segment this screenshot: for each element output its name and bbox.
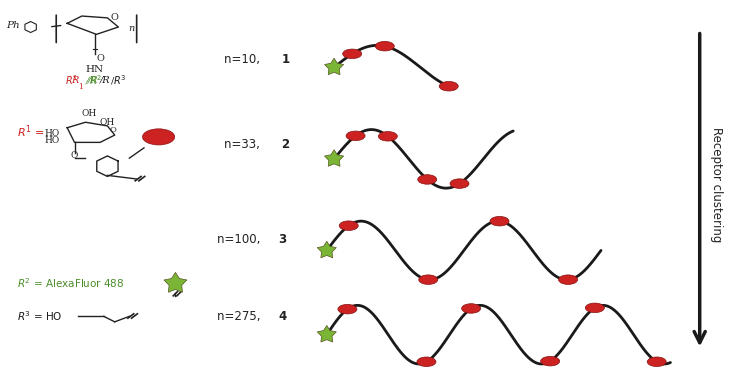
Text: $R^1$ =: $R^1$ = — [18, 123, 45, 140]
Text: 4: 4 — [278, 310, 287, 323]
Text: $R^1$: $R^1$ — [65, 73, 78, 87]
Text: OH: OH — [100, 118, 115, 127]
Circle shape — [559, 275, 578, 284]
Circle shape — [585, 303, 604, 313]
Circle shape — [490, 217, 509, 226]
Text: O: O — [110, 126, 117, 134]
Circle shape — [375, 41, 394, 51]
Text: HN: HN — [86, 65, 104, 74]
Polygon shape — [317, 241, 336, 258]
Circle shape — [339, 221, 358, 231]
Text: n=33,: n=33, — [225, 138, 264, 151]
Circle shape — [338, 304, 357, 314]
Polygon shape — [324, 150, 344, 166]
Circle shape — [462, 304, 481, 313]
Text: HO: HO — [45, 129, 60, 138]
Text: OH: OH — [81, 108, 97, 118]
Text: O: O — [111, 13, 119, 23]
Text: /R: /R — [100, 76, 111, 85]
Text: 1: 1 — [281, 54, 290, 66]
Text: Ph: Ph — [6, 21, 20, 30]
Text: O: O — [96, 54, 104, 63]
Text: n=275,: n=275, — [217, 310, 264, 323]
Text: n: n — [128, 24, 134, 33]
Text: /$R^2$: /$R^2$ — [85, 73, 103, 87]
Circle shape — [343, 49, 362, 59]
Circle shape — [346, 131, 365, 141]
Text: /$R^3$: /$R^3$ — [109, 73, 126, 87]
Circle shape — [378, 131, 397, 141]
Text: /R: /R — [87, 76, 98, 85]
Circle shape — [418, 175, 437, 184]
Text: n=10,: n=10, — [225, 54, 264, 66]
Circle shape — [142, 129, 175, 145]
Text: R: R — [70, 76, 78, 85]
Circle shape — [541, 356, 560, 366]
Polygon shape — [324, 58, 344, 75]
Text: n=100,: n=100, — [217, 233, 264, 246]
Text: Receptor clustering: Receptor clustering — [710, 127, 723, 242]
Text: HO: HO — [45, 136, 60, 145]
Text: O: O — [70, 151, 79, 161]
Text: 3: 3 — [278, 233, 287, 246]
Polygon shape — [317, 325, 336, 342]
Circle shape — [418, 275, 437, 284]
Polygon shape — [164, 272, 187, 292]
Circle shape — [647, 357, 666, 366]
Text: 2: 2 — [281, 138, 290, 151]
Text: $R^2$ = AlexaFluor 488: $R^2$ = AlexaFluor 488 — [18, 276, 125, 290]
Circle shape — [439, 82, 458, 91]
Circle shape — [450, 179, 469, 188]
Text: 1: 1 — [78, 83, 83, 91]
Circle shape — [417, 357, 436, 366]
Text: $R^3$ = HO: $R^3$ = HO — [18, 310, 63, 323]
